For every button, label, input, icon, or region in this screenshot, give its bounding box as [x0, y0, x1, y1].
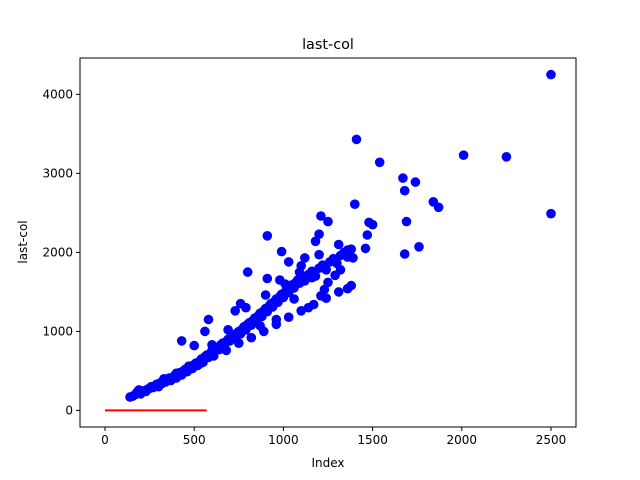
data-point — [296, 261, 307, 271]
x-tick-label: 1000 — [268, 433, 299, 447]
data-point — [289, 294, 299, 304]
data-point — [241, 302, 251, 313]
y-axis-label: last-col — [16, 220, 30, 263]
data-point — [207, 340, 217, 350]
data-point — [189, 340, 199, 351]
data-point — [203, 314, 214, 325]
y-tick-label: 0 — [65, 403, 73, 417]
data-point — [458, 150, 469, 160]
data-point — [335, 265, 346, 275]
data-point — [348, 253, 358, 263]
data-point — [209, 351, 219, 361]
data-point — [362, 230, 373, 240]
plot-frame — [79, 57, 577, 428]
x-tick-label: 500 — [183, 433, 206, 447]
data-point — [374, 157, 385, 168]
data-point — [296, 306, 307, 316]
data-point — [398, 173, 408, 183]
y-tick-label: 2000 — [42, 245, 73, 259]
x-tick-label: 1500 — [357, 433, 388, 447]
y-axis: 0 1000 2000 3000 4000 — [42, 87, 80, 417]
data-point — [433, 202, 444, 213]
data-point — [255, 321, 265, 331]
data-point — [300, 253, 310, 263]
y-tick-label: 4000 — [42, 87, 73, 101]
data-point — [342, 283, 353, 294]
data-point — [283, 312, 294, 323]
data-point — [351, 134, 362, 145]
data-point — [276, 246, 287, 257]
data-point — [184, 361, 194, 372]
data-point — [399, 185, 410, 196]
data-point — [399, 249, 410, 259]
data-point — [414, 242, 424, 252]
data-point — [200, 326, 210, 337]
data-point — [310, 236, 321, 247]
data-point — [176, 336, 187, 346]
data-point — [223, 325, 233, 335]
data-point — [410, 177, 421, 187]
chart-title: last-col — [302, 37, 354, 53]
scatter-points — [125, 69, 556, 402]
data-point — [234, 338, 244, 349]
data-point — [367, 219, 378, 230]
x-axis-label: Index — [311, 456, 344, 470]
data-point — [350, 199, 360, 209]
data-point — [323, 216, 333, 227]
x-tick-label: 0 — [101, 433, 109, 447]
data-point — [546, 208, 556, 219]
data-point — [401, 216, 412, 227]
x-tick-label: 2000 — [447, 433, 478, 447]
y-tick-label: 3000 — [42, 166, 73, 180]
data-point — [221, 345, 232, 356]
data-point — [260, 290, 271, 300]
data-point — [171, 368, 182, 379]
data-point — [333, 239, 344, 250]
data-point — [262, 273, 273, 284]
data-point — [271, 314, 282, 325]
data-point — [323, 277, 333, 288]
data-point — [303, 302, 314, 313]
y-tick-label: 1000 — [42, 324, 73, 338]
data-point — [246, 332, 257, 343]
data-point — [333, 287, 344, 297]
data-point — [230, 306, 240, 316]
data-point — [280, 279, 291, 289]
data-point — [316, 211, 326, 221]
data-point — [307, 272, 317, 283]
data-point — [360, 243, 371, 254]
x-axis: 0 500 1000 1500 2000 2500 — [101, 427, 566, 447]
data-point — [283, 257, 294, 267]
data-point — [242, 267, 253, 277]
data-point — [546, 69, 556, 80]
data-point — [159, 374, 169, 384]
data-point — [321, 265, 332, 275]
data-point — [501, 152, 512, 162]
data-point — [196, 358, 207, 368]
data-point — [342, 245, 353, 255]
data-point — [314, 249, 324, 260]
x-tick-label: 2500 — [536, 433, 567, 447]
data-point — [319, 284, 330, 295]
data-point — [262, 231, 273, 241]
data-point — [314, 229, 324, 239]
